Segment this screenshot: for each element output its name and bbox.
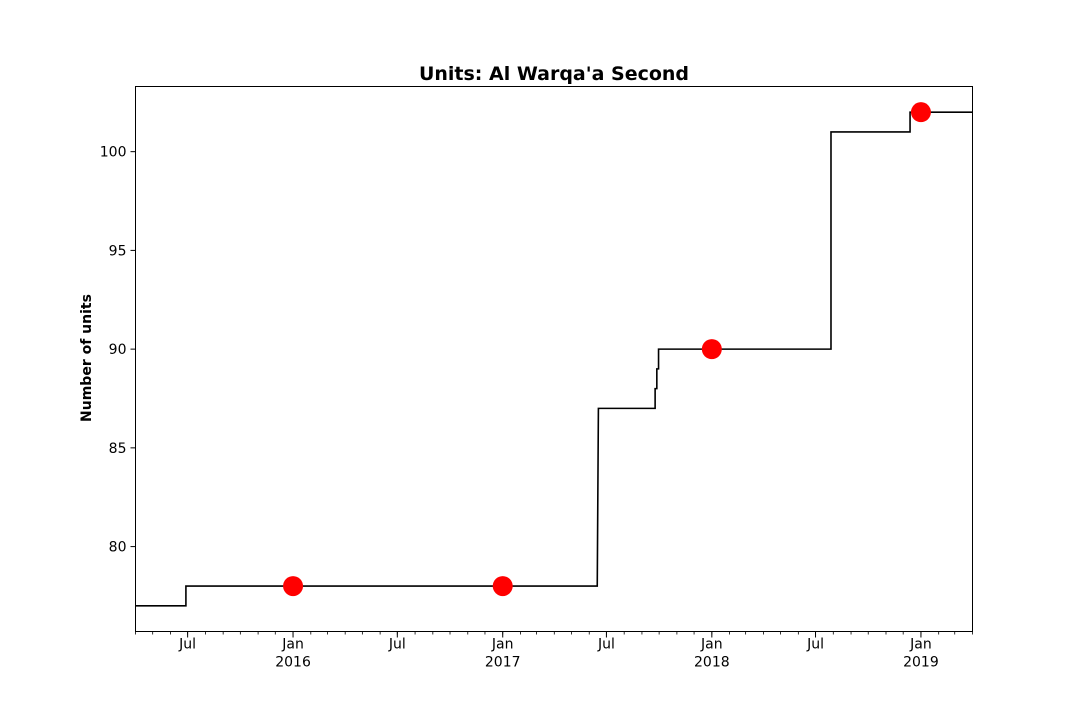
x-tick-year-label: 2016 — [275, 655, 311, 671]
y-tick-label: 90 — [109, 342, 127, 358]
y-axis-ticks: 80 85 90 95 100 — [100, 145, 136, 556]
plot-area: 80 85 90 95 100 Jul Jan 2016 Jul Jan 2017 Jul Jan 20… — [100, 86, 973, 671]
x-tick-label: Jul — [806, 637, 824, 653]
x-tick-year-label: 2017 — [485, 655, 521, 671]
x-tick-label: Jan — [700, 637, 723, 653]
series-layer — [135, 102, 973, 607]
x-tick-label: Jul — [178, 637, 196, 653]
y-axis-label: Number of units — [79, 294, 95, 422]
annual-marker — [283, 576, 304, 597]
x-tick-label: Jan — [491, 637, 514, 653]
chart-title: Units: Al Warqa'a Second — [419, 63, 689, 85]
annual-marker — [701, 339, 722, 360]
x-tick-year-label: 2018 — [694, 655, 730, 671]
x-tick-label: Jan — [909, 637, 932, 653]
y-tick-label: 80 — [109, 540, 127, 556]
x-tick-label: Jan — [281, 637, 304, 653]
x-tick-label: Jul — [597, 637, 615, 653]
x-tick-label: Jul — [388, 637, 406, 653]
y-tick-label: 95 — [109, 243, 127, 259]
x-axis-ticks: Jul Jan 2016 Jul Jan 2017 Jul Jan 2018 Jul Jan 2019 — [135, 631, 973, 671]
x-tick-year-label: 2019 — [903, 655, 939, 671]
unit-count-step-line — [135, 111, 973, 607]
annual-marker — [910, 102, 931, 123]
y-tick-label: 85 — [109, 441, 127, 457]
annual-marker — [492, 576, 513, 597]
plot-frame — [135, 86, 973, 632]
y-tick-label: 100 — [100, 145, 127, 161]
